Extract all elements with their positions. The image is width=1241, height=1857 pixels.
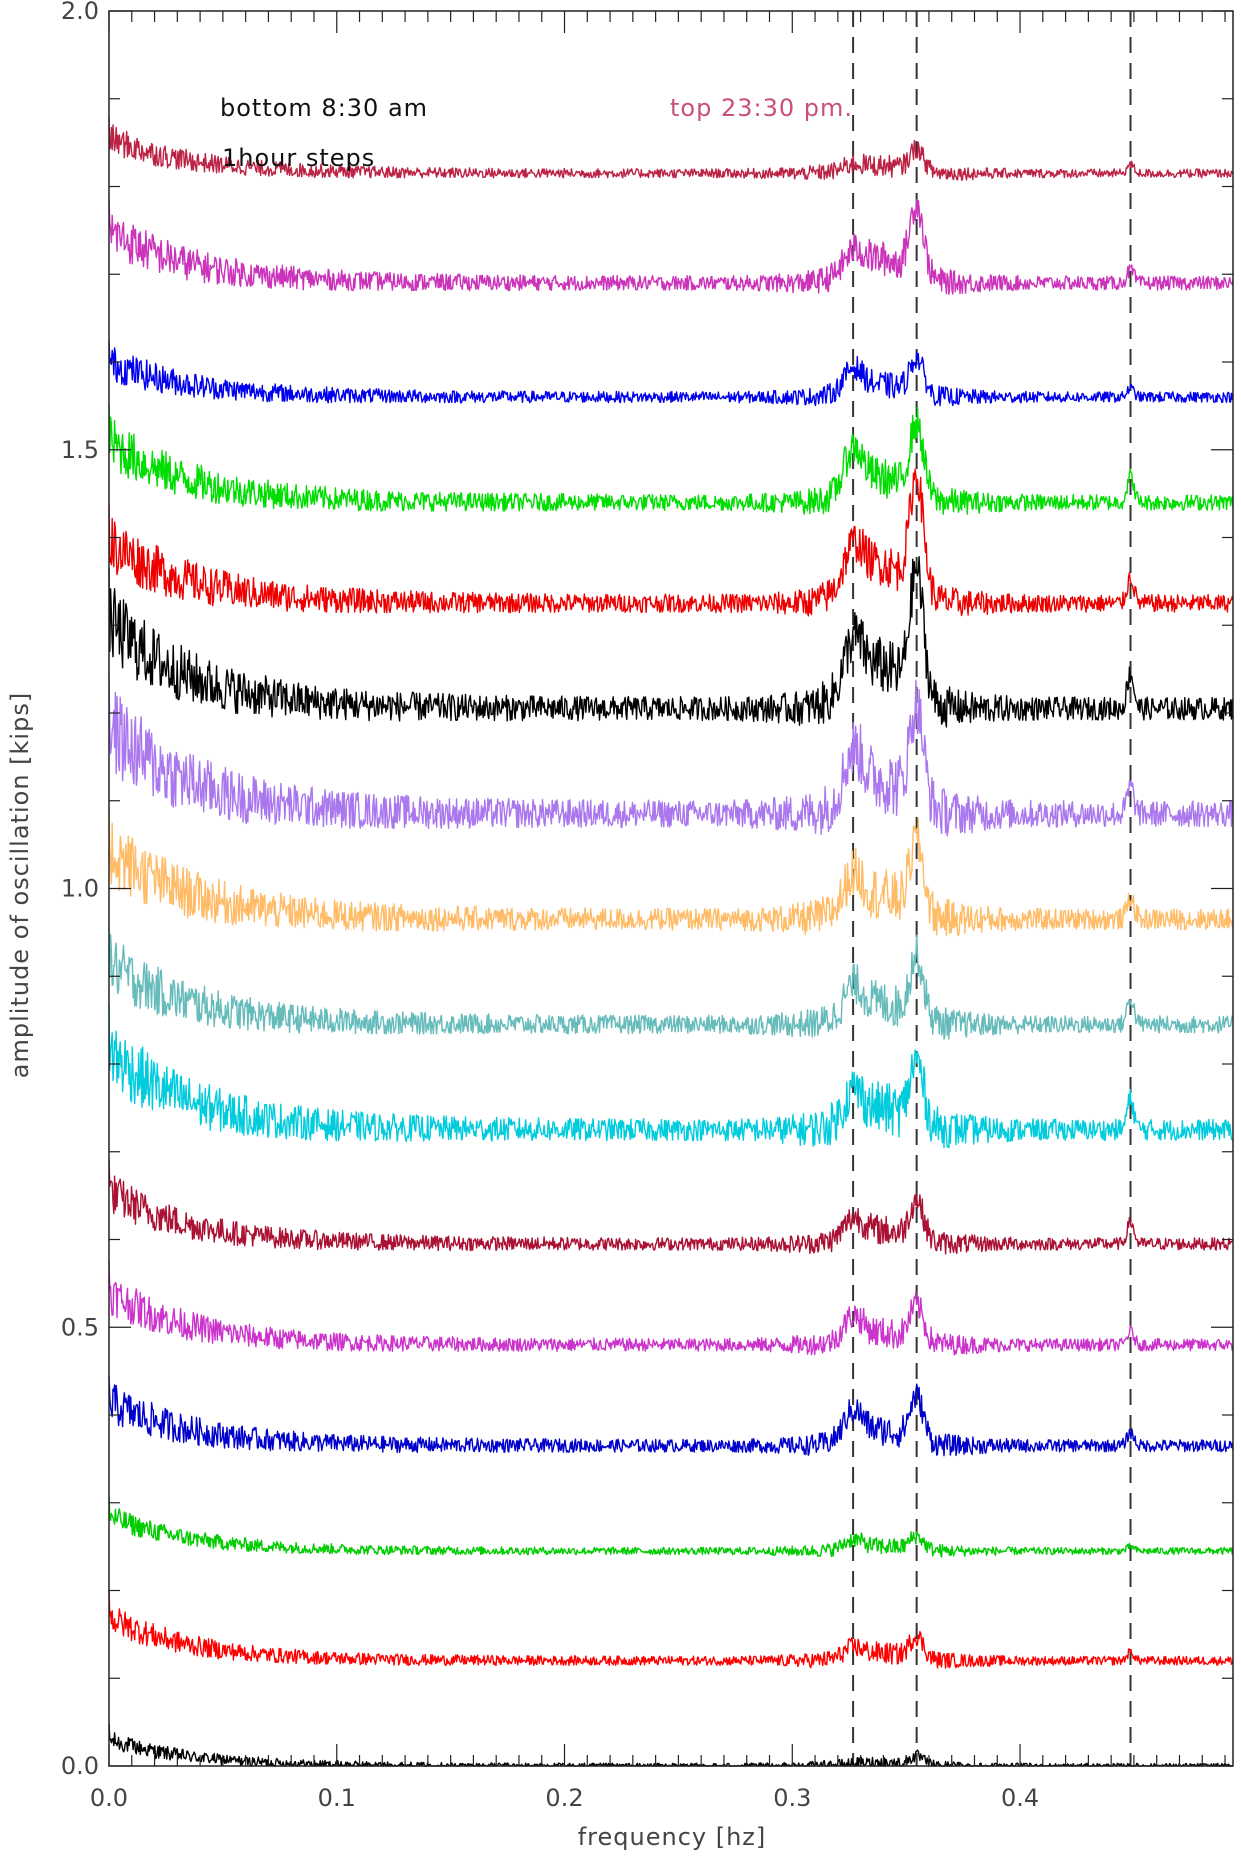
y-tick-label-1: 0.5 [61, 1313, 99, 1341]
y-tick-label-3: 1.5 [61, 436, 99, 464]
annotation-step-note: 1hour steps [222, 144, 375, 172]
x-tick-label-4: 0.4 [1001, 1784, 1039, 1812]
series-line-9 [108, 673, 1234, 837]
series-line-15 [108, 117, 1234, 181]
series-line-3 [108, 1375, 1234, 1457]
x-tick-label-3: 0.3 [773, 1784, 811, 1812]
series-line-12 [108, 404, 1234, 515]
x-tick-label-1: 0.1 [318, 1784, 356, 1812]
axes [108, 10, 1234, 1767]
series-line-6 [108, 1003, 1234, 1149]
x-tick-label-0: 0.0 [90, 1784, 128, 1812]
reference-lines [852, 11, 1132, 1766]
tick-labels: 0.0 0.1 0.2 0.3 0.4 0.0 0.5 1.0 1.5 2.0 [61, 0, 1039, 1812]
series-line-13 [108, 340, 1234, 407]
y-tick-label-2: 1.0 [61, 875, 99, 903]
series-line-8 [108, 806, 1234, 937]
y-tick-label-4: 2.0 [61, 0, 99, 25]
annotation-top-time: top 23:30 pm. [670, 94, 853, 122]
series-line-14 [108, 198, 1234, 295]
series-line-4 [108, 1260, 1234, 1356]
x-tick-label-2: 0.2 [545, 1784, 583, 1812]
series-line-11 [108, 468, 1234, 617]
series-line-7 [108, 926, 1234, 1040]
y-tick-label-0: 0.0 [61, 1752, 99, 1780]
annotation-bottom-time: bottom 8:30 am [220, 94, 428, 122]
series-line-2 [108, 1494, 1234, 1558]
series-line-5 [108, 1159, 1234, 1255]
y-axis-label: amplitude of oscillation [kips] [6, 692, 34, 1078]
x-axis-label: frequency [hz] [578, 1823, 767, 1851]
series-line-1 [108, 1590, 1234, 1669]
series-line-10 [108, 556, 1234, 728]
